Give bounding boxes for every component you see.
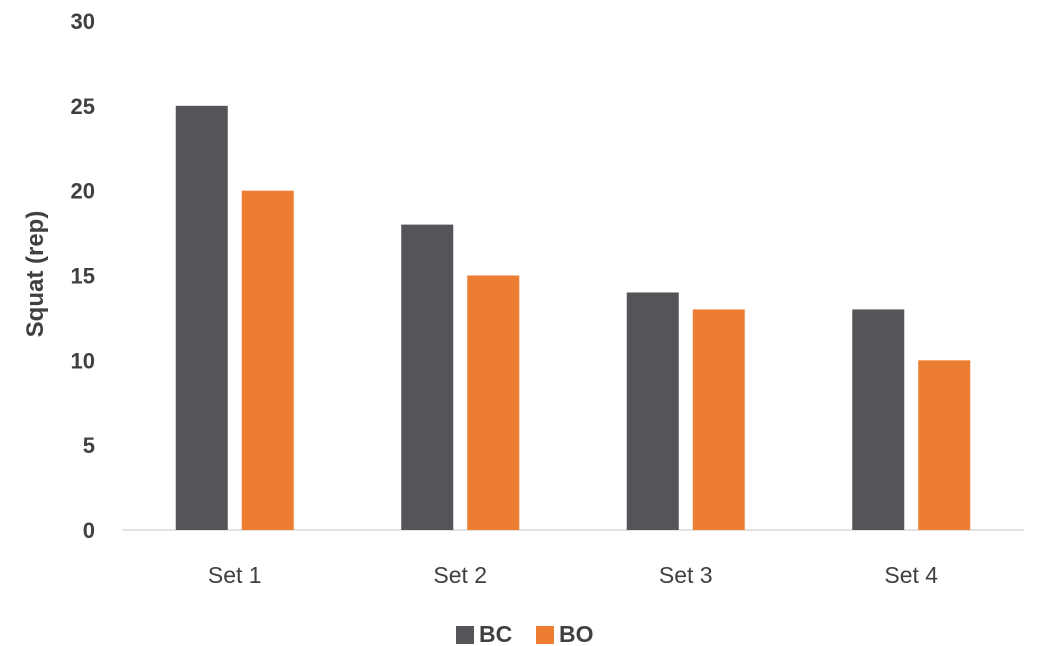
x-tick-label: Set 1 — [208, 562, 262, 588]
y-tick-label: 20 — [71, 179, 95, 204]
y-axis-title: Squat (rep) — [22, 211, 49, 338]
y-tick-label: 30 — [71, 9, 95, 34]
legend: BC BO — [456, 621, 594, 646]
y-tick-label: 10 — [71, 348, 95, 373]
y-tick-label: 15 — [71, 264, 95, 289]
bars — [175, 105, 971, 530]
legend-label-bo: BO — [559, 621, 594, 646]
x-axis-ticks: Set 1 Set 2 Set 3 Set 4 — [208, 562, 938, 588]
y-tick-label: 0 — [83, 518, 95, 543]
legend-swatch-bo — [536, 626, 554, 644]
bar-bc-set-2 — [401, 224, 454, 530]
x-tick-label: Set 4 — [884, 562, 938, 588]
bar-bc-set-4 — [852, 309, 905, 530]
bar-bo-set-3 — [692, 309, 745, 530]
y-tick-label: 5 — [83, 433, 95, 458]
bar-bc-set-3 — [626, 292, 679, 530]
legend-swatch-bc — [456, 626, 474, 644]
y-axis-ticks: 0 5 10 15 20 25 30 — [71, 9, 95, 543]
x-tick-label: Set 2 — [433, 562, 487, 588]
bar-bc-set-1 — [175, 105, 228, 530]
x-tick-label: Set 3 — [659, 562, 713, 588]
y-tick-label: 25 — [71, 94, 95, 119]
legend-label-bc: BC — [479, 621, 512, 646]
bar-bo-set-1 — [241, 190, 294, 530]
bar-bo-set-4 — [918, 360, 971, 530]
bar-bo-set-2 — [467, 275, 520, 530]
